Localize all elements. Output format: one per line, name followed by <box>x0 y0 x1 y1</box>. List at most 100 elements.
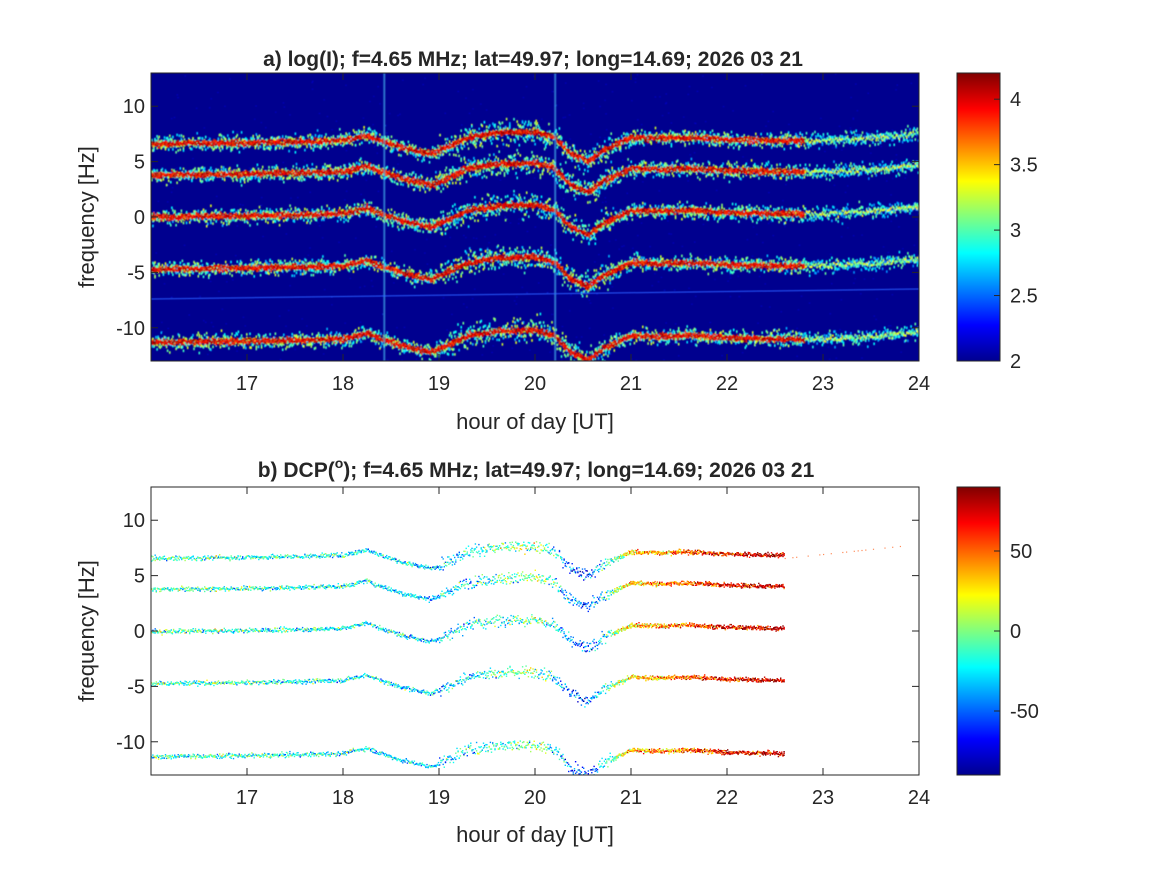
heatmap-speckle <box>608 155 610 157</box>
heatmap-cell <box>227 134 229 137</box>
heatmap-cell <box>540 135 543 138</box>
heatmap-cell <box>207 141 209 144</box>
heatmap-cell <box>153 147 155 150</box>
heatmap-cell <box>217 141 220 144</box>
heatmap-cell <box>380 141 382 145</box>
heatmap-speckle <box>605 113 607 115</box>
heatmap-cell <box>666 136 668 139</box>
heatmap-cell <box>692 136 695 139</box>
heatmap-speckle <box>882 246 885 248</box>
heatmap-speckle <box>219 209 221 211</box>
heatmap-cell <box>797 140 799 143</box>
heatmap-cell <box>238 150 241 154</box>
heatmap-speckle <box>170 296 173 298</box>
heatmap-cell <box>806 142 809 146</box>
heatmap-cell <box>229 141 231 144</box>
heatmap-cell <box>808 141 811 144</box>
heatmap-cell <box>795 141 797 144</box>
heatmap-cell <box>285 143 287 146</box>
heatmap-cell <box>507 129 510 132</box>
heatmap-cell <box>419 154 421 157</box>
heatmap-cell <box>302 137 304 141</box>
heatmap-cell <box>788 142 791 145</box>
heatmap-speckle <box>694 122 696 124</box>
heatmap-speckle <box>372 124 374 126</box>
heatmap-cell <box>774 137 776 140</box>
heatmap-cell <box>235 135 238 139</box>
heatmap-cell <box>246 141 248 144</box>
heatmap-cell <box>240 143 243 147</box>
heatmap-cell <box>234 138 236 141</box>
heatmap-cell <box>192 143 194 146</box>
heatmap-speckle <box>604 197 606 199</box>
heatmap-cell <box>332 138 335 141</box>
heatmap-speckle <box>861 234 863 236</box>
heatmap-cell <box>692 139 695 142</box>
heatmap-cell <box>492 129 494 132</box>
heatmap-cell <box>668 141 670 144</box>
heatmap-cell <box>345 132 347 135</box>
heatmap-cell <box>585 157 587 160</box>
heatmap-cell <box>167 138 170 142</box>
heatmap-cell <box>270 140 272 143</box>
heatmap-cell <box>340 133 342 136</box>
heatmap-speckle <box>167 184 169 186</box>
heatmap-speckle <box>856 110 859 112</box>
heatmap-cell <box>590 164 592 168</box>
heatmap-speckle <box>331 129 333 131</box>
heatmap-cell <box>220 137 223 141</box>
heatmap-cell <box>636 129 639 132</box>
heatmap-cell <box>436 153 438 156</box>
heatmap-cell <box>620 139 623 142</box>
heatmap-cell <box>152 149 154 152</box>
heatmap-cell <box>611 139 613 142</box>
heatmap-cell <box>720 139 722 142</box>
heatmap-cell <box>242 140 245 143</box>
heatmap-cell <box>486 129 489 133</box>
heatmap-speckle <box>476 177 478 179</box>
heatmap-speckle <box>289 114 291 116</box>
heatmap-cell <box>706 134 709 137</box>
heatmap-cell <box>229 138 231 142</box>
heatmap-cell <box>318 143 321 146</box>
heatmap-cell <box>393 143 396 146</box>
heatmap-cell <box>558 127 561 130</box>
heatmap-cell <box>347 137 349 140</box>
heatmap-speckle <box>507 338 509 340</box>
heatmap-cell <box>334 142 337 146</box>
heatmap-cell <box>668 136 670 139</box>
heatmap-speckle <box>242 204 244 206</box>
heatmap-cell <box>249 140 251 144</box>
heatmap-cell <box>662 135 664 138</box>
heatmap-cell <box>408 147 411 150</box>
heatmap-cell <box>307 141 309 144</box>
heatmap-cell <box>315 139 318 142</box>
heatmap-cell <box>641 135 643 138</box>
heatmap-cell <box>477 134 479 137</box>
heatmap-cell <box>525 135 528 139</box>
heatmap-cell <box>711 135 714 138</box>
heatmap-speckle <box>538 282 540 284</box>
heatmap-cell <box>506 128 509 132</box>
heatmap-speckle <box>466 306 468 308</box>
heatmap-cell <box>382 140 384 143</box>
heatmap-cell <box>543 147 546 151</box>
heatmap-cell <box>742 141 744 145</box>
heatmap-speckle <box>887 325 890 327</box>
heatmap-cell <box>217 142 220 146</box>
heatmap-cell <box>661 138 663 141</box>
heatmap-speckle <box>768 192 770 194</box>
heatmap-cell <box>512 130 514 133</box>
heatmap-cell <box>521 132 524 135</box>
heatmap-speckle <box>569 310 571 312</box>
heatmap-cell <box>236 133 239 137</box>
heatmap-cell <box>688 132 691 135</box>
heatmap-cell <box>530 122 532 125</box>
heatmap-cell <box>684 129 686 133</box>
heatmap-cell <box>289 138 291 141</box>
heatmap-cell <box>248 145 250 149</box>
heatmap-cell <box>256 135 259 139</box>
heatmap-cell <box>360 137 362 140</box>
heatmap-cell <box>486 133 489 136</box>
heatmap-speckle <box>827 346 830 348</box>
